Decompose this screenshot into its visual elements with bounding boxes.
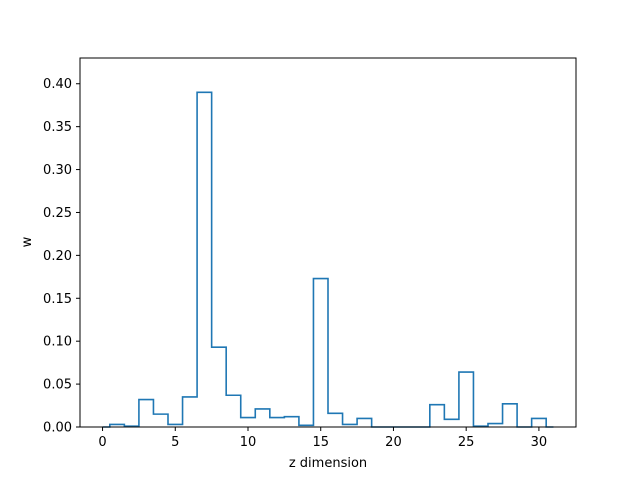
y-tick-label: 0.35 (43, 120, 72, 135)
x-tick-label: 30 (531, 435, 548, 450)
y-tick-label: 0.00 (43, 421, 72, 436)
x-tick-label: 5 (171, 435, 179, 450)
x-tick-label: 0 (98, 435, 106, 450)
x-tick-label: 10 (240, 435, 257, 450)
axes-frame (79, 57, 577, 428)
y-tick-label: 0.15 (43, 292, 72, 307)
x-tick-label: 20 (385, 435, 402, 450)
x-tick-label: 25 (458, 435, 475, 450)
x-axis-label: z dimension (289, 456, 367, 471)
y-axis-ticks: 0.00 0.05 0.10 0.15 0.20 0.25 0.30 0.35 0.40 (43, 77, 80, 436)
y-tick-label: 0.30 (43, 163, 72, 178)
x-axis-ticks: 0 5 10 15 20 25 30 (98, 427, 547, 450)
y-tick-label: 0.25 (43, 206, 72, 221)
y-tick-label: 0.10 (43, 335, 72, 350)
y-tick-label: 0.05 (43, 378, 72, 393)
y-tick-label: 0.20 (43, 249, 72, 264)
y-tick-label: 0.40 (43, 77, 72, 92)
y-axis-label: w (20, 236, 35, 247)
plot-area (102, 91, 554, 428)
series-step-line (102, 91, 554, 428)
x-tick-label: 15 (312, 435, 329, 450)
